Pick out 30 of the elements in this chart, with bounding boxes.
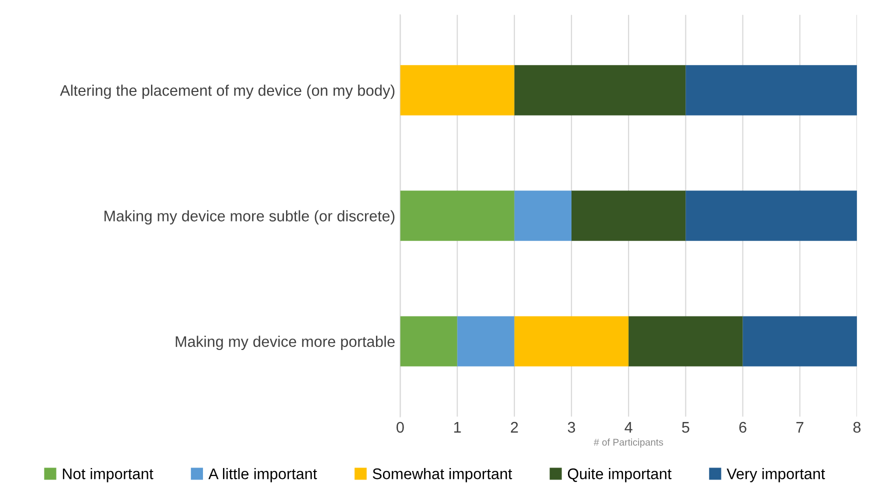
x-tick-label: 4 bbox=[624, 422, 632, 433]
x-tick-label: 8 bbox=[853, 422, 861, 433]
bar bbox=[400, 316, 458, 366]
bar bbox=[686, 190, 857, 241]
y-tick-label: Making my device more subtle (or discrete) bbox=[104, 210, 394, 224]
bar bbox=[514, 190, 572, 241]
x-tick-label: 5 bbox=[682, 422, 690, 433]
bar bbox=[514, 316, 629, 366]
bar bbox=[628, 316, 743, 366]
legend-label: A little important bbox=[208, 468, 317, 482]
bar bbox=[514, 65, 686, 116]
bar bbox=[457, 316, 514, 366]
legend-label: Somewhat important bbox=[372, 468, 512, 482]
legend-label: Very important bbox=[726, 468, 826, 482]
x-tick-label: 0 bbox=[396, 422, 404, 433]
x-tick-label: 2 bbox=[510, 422, 518, 433]
bar bbox=[686, 65, 857, 116]
bar bbox=[400, 190, 514, 241]
x-tick-label: 6 bbox=[739, 422, 746, 433]
x-tick-label: 7 bbox=[796, 422, 804, 433]
x-axis-title: # of Participants bbox=[594, 438, 664, 448]
bar bbox=[742, 316, 857, 366]
bar bbox=[571, 190, 686, 241]
bar bbox=[400, 65, 514, 116]
y-tick-label: Altering the placement of my device (on my body) bbox=[60, 84, 394, 99]
y-tick-label: Making my device more portable bbox=[176, 336, 395, 350]
legend-label: Not important bbox=[62, 468, 154, 482]
x-tick-label: 1 bbox=[454, 422, 461, 433]
x-tick-label: 3 bbox=[568, 422, 576, 433]
legend-label: Quite important bbox=[568, 468, 672, 482]
